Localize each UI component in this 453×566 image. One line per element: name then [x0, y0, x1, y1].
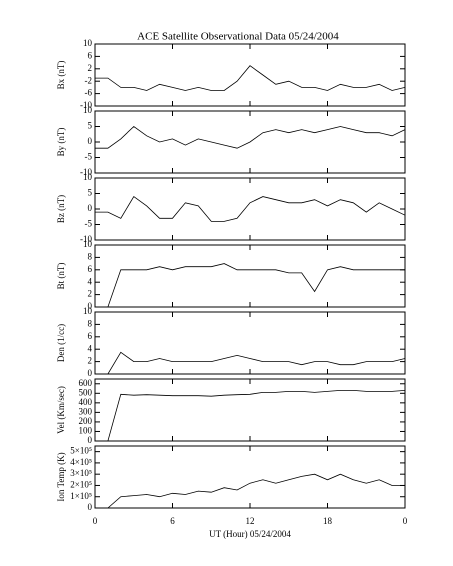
y-tick-label: 4	[88, 276, 93, 286]
y-tick-label: -5	[85, 152, 93, 162]
y-tick-label: -10	[80, 100, 92, 110]
y-axis-label: Ion Temp (K)	[56, 452, 66, 501]
data-line	[95, 390, 406, 442]
y-tick-label: 10	[83, 38, 93, 48]
y-tick-label: 400	[79, 397, 93, 407]
y-tick-label: 2	[88, 63, 93, 73]
y-tick-label: 10	[83, 172, 93, 182]
y-tick-label: 6	[88, 331, 93, 341]
y-tick-label: -10	[80, 234, 92, 244]
y-tick-label: 4	[88, 343, 93, 353]
y-tick-label: 2	[88, 289, 93, 299]
y-tick-label: -6	[85, 88, 93, 98]
chart-title: ACE Satellite Observational Data 05/24/2…	[137, 31, 339, 43]
y-tick-label: 8	[88, 318, 93, 328]
y-tick-label: 2	[88, 356, 93, 366]
y-tick-label: -10	[80, 167, 92, 177]
y-axis-label: Den (1/cc)	[56, 324, 66, 362]
y-axis-label: Bz (nT)	[56, 195, 66, 223]
x-tick-label: 18	[323, 516, 333, 526]
x-tick-label: 0	[93, 516, 98, 526]
y-tick-label: 6	[88, 264, 93, 274]
y-tick-label: 300	[79, 406, 93, 416]
panel-frame	[94, 311, 406, 375]
y-tick-label: 500	[79, 387, 93, 397]
y-tick-label: 10	[83, 306, 93, 316]
y-tick-label: 10	[83, 239, 93, 249]
y-tick-label: 0	[88, 136, 93, 146]
data-line	[95, 263, 405, 308]
y-tick-label: 1×10⁵	[70, 491, 92, 501]
y-tick-label: 6	[88, 50, 93, 60]
data-line	[95, 65, 406, 91]
x-tick-label: 12	[246, 516, 255, 526]
y-tick-label: 0	[88, 203, 93, 213]
y-tick-label: -5	[85, 219, 93, 229]
y-tick-label: 8	[88, 251, 93, 261]
y-axis-label: Bt (nT)	[56, 263, 66, 290]
y-tick-label: -2	[85, 75, 93, 85]
y-tick-label: 0	[88, 301, 93, 311]
panel-frame	[94, 43, 406, 107]
y-axis-label: By (nT)	[56, 128, 66, 157]
y-tick-label: 5	[88, 188, 93, 198]
y-tick-label: 10	[83, 105, 93, 115]
y-tick-label: 200	[79, 416, 93, 426]
data-line	[95, 351, 406, 375]
y-tick-label: 600	[79, 378, 93, 388]
x-tick-label: 6	[170, 516, 175, 526]
y-tick-label: 5	[88, 121, 93, 131]
data-line	[95, 473, 405, 509]
panel-frame	[94, 445, 406, 509]
y-tick-label: 5×10⁵	[70, 446, 92, 456]
panel-frame	[94, 244, 406, 308]
y-tick-label: 0	[88, 502, 93, 512]
x-axis-label: UT (Hour) 05/24/2004	[209, 529, 291, 539]
x-tick-label: 0	[403, 516, 408, 526]
panel-frame	[94, 177, 406, 241]
data-line	[95, 125, 406, 149]
y-axis-label: Bx (nT)	[56, 61, 66, 90]
y-tick-label: 2×10⁵	[70, 480, 92, 490]
y-tick-label: 4×10⁵	[70, 457, 92, 467]
y-tick-label: 100	[79, 426, 93, 436]
y-tick-label: 3×10⁵	[70, 468, 92, 478]
y-tick-label: 0	[88, 435, 93, 445]
data-line	[95, 196, 406, 222]
panel-frame	[94, 378, 406, 442]
y-axis-label: Vel (Km/sec)	[56, 386, 66, 434]
y-tick-label: 0	[88, 368, 93, 378]
